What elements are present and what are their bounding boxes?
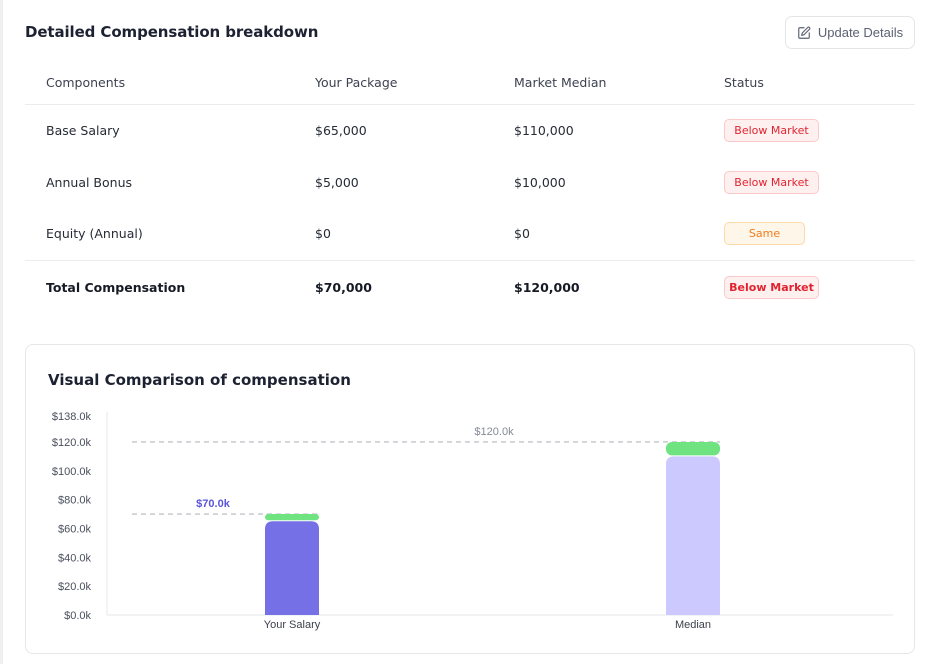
- column-header-status: Status: [724, 62, 915, 105]
- total-status-badge: Below Market: [724, 275, 819, 299]
- table-row: Base Salary $65,000 $110,000 Below Marke…: [25, 104, 915, 156]
- bar-segment-base-salary: [265, 521, 319, 615]
- market-median-value: $0: [514, 226, 530, 242]
- update-details-button[interactable]: Update Details: [785, 16, 915, 49]
- total-annotation-label: $70.0k: [196, 498, 231, 510]
- x-category-label: Median: [675, 619, 711, 631]
- status-badge: Below Market: [724, 170, 819, 194]
- your-package-value: $65,000: [315, 122, 367, 138]
- compensation-table: Components Your Package Market Median St…: [25, 62, 915, 314]
- your-package-value: $5,000: [315, 174, 359, 190]
- page-left-border: [0, 0, 3, 664]
- y-tick-label: $20.0k: [58, 581, 92, 593]
- status-badge: Below Market: [724, 118, 819, 142]
- x-category-label: Your Salary: [264, 619, 321, 631]
- bar-segment-base-salary: [666, 456, 720, 615]
- edit-icon: [798, 26, 811, 39]
- component-name: Base Salary: [46, 122, 120, 138]
- page-header: Detailed Compensation breakdown Update D…: [25, 16, 915, 50]
- y-tick-label: $80.0k: [58, 495, 92, 507]
- total-annotation-label: $120.0k: [474, 426, 514, 438]
- table-header-row: Components Your Package Market Median St…: [25, 62, 915, 105]
- visual-comparison-card: Visual Comparison of compensation $0.0k $…: [25, 344, 915, 654]
- status-badge: Same: [724, 222, 805, 246]
- y-tick-label: $60.0k: [58, 523, 92, 535]
- column-header-components: Components: [25, 62, 315, 105]
- y-tick-label: $120.0k: [52, 437, 92, 449]
- table-total-row: Total Compensation $70,000 $120,000 Belo…: [25, 259, 915, 314]
- column-header-market-median: Market Median: [514, 62, 724, 105]
- compensation-bar-chart: $0.0k $20.0k $40.0k $60.0k $80.0k $100.0k $120…: [52, 411, 893, 631]
- total-label: Total Compensation: [25, 259, 315, 314]
- total-your-package: $70,000: [315, 259, 514, 314]
- component-name: Equity (Annual): [46, 226, 143, 242]
- total-market-median: $120,000: [514, 259, 724, 314]
- table-row: Annual Bonus $5,000 $10,000 Below Market: [25, 156, 915, 208]
- chart-title: Visual Comparison of compensation: [48, 371, 351, 389]
- bar-segment-annual-bonus: [666, 441, 720, 456]
- bar-segment-annual-bonus: [265, 514, 319, 521]
- component-name: Annual Bonus: [46, 174, 133, 190]
- y-tick-label: $138.0k: [52, 411, 92, 423]
- y-tick-label: $100.0k: [52, 466, 92, 478]
- page-title: Detailed Compensation breakdown: [25, 23, 319, 41]
- market-median-value: $110,000: [514, 122, 574, 138]
- table-row: Equity (Annual) $0 $0 Same: [25, 208, 915, 260]
- market-median-value: $10,000: [514, 174, 566, 190]
- y-tick-label: $40.0k: [58, 552, 92, 564]
- column-header-your-package: Your Package: [315, 62, 514, 105]
- your-package-value: $0: [315, 226, 331, 242]
- update-details-label: Update Details: [817, 25, 904, 40]
- y-tick-label: $0.0k: [64, 610, 91, 622]
